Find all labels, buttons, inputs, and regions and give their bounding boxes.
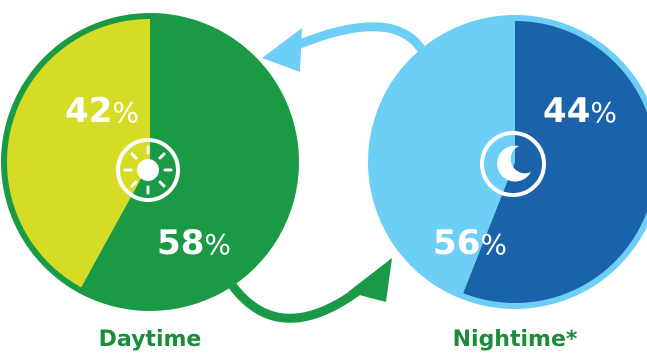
nighttime-slice-1-label: 44%	[543, 91, 617, 131]
moon-icon	[480, 131, 546, 197]
sun-icon	[116, 138, 180, 202]
daytime-pie-chart	[1, 13, 299, 311]
nighttime-slice-2-label: 56%	[433, 223, 507, 263]
daytime-pie-border	[1, 13, 299, 311]
daytime-slice-2-label: 58%	[157, 223, 231, 263]
nighttime-title: Nightime*	[453, 327, 578, 352]
nighttime-slice-2	[461, 18, 647, 306]
daytime-title: Daytime	[99, 327, 202, 352]
nighttime-pie-chart	[368, 15, 647, 309]
daytime-slice-1-label: 42%	[65, 91, 139, 131]
nighttime-pie-border	[368, 15, 647, 309]
daytime-slice-2	[79, 16, 296, 308]
day-to-night-arrow	[227, 258, 392, 323]
daytime-slice-1	[4, 16, 151, 290]
nighttime-slice-1	[370, 18, 515, 296]
